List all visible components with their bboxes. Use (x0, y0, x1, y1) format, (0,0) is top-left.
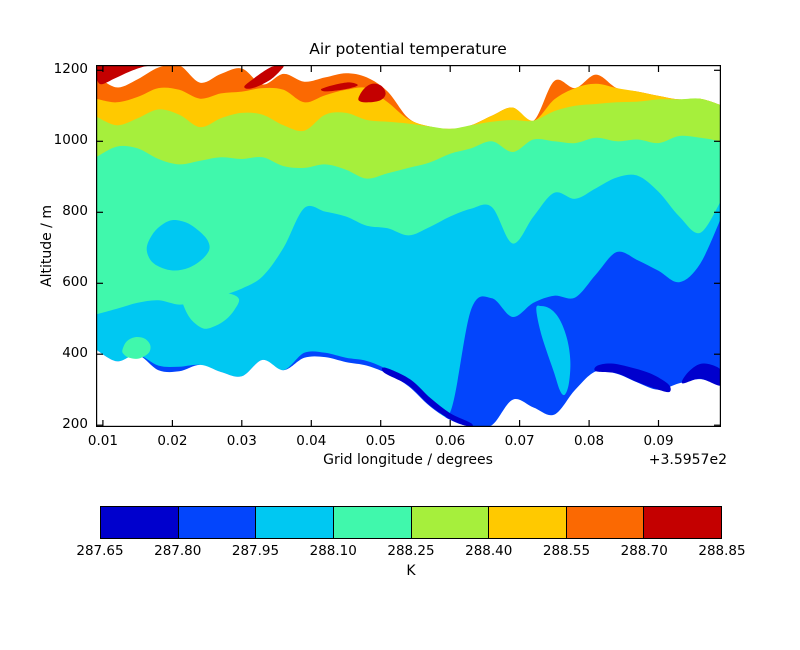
y-tick-label-200: 200 (62, 416, 88, 433)
colorbar-tick-label-288.70: 288.70 (620, 543, 668, 559)
contour-patch-navy-sliver-bottom (381, 367, 473, 427)
y-tick-label-800: 800 (62, 203, 88, 220)
colorbar-tick-label-287.80: 287.80 (154, 543, 202, 559)
x-tick-label-0.07: 0.07 (504, 433, 535, 449)
x-axis-offset-text: +3.5957e2 (648, 452, 727, 468)
colorbar-segment-3 (332, 507, 411, 538)
x-tick-label-0.05: 0.05 (365, 433, 396, 449)
colorbar-segment-5 (488, 507, 566, 538)
colorbar-segment-4 (410, 507, 489, 538)
contour-patch-red-patch-4 (358, 83, 386, 103)
contour-patch-cyan-finger (536, 305, 571, 396)
axes-frame (96, 65, 721, 427)
x-axis-label: Grid longitude / degrees (323, 452, 493, 468)
contour-bottom-white-region (96, 349, 721, 427)
colorbar-segment-6 (565, 507, 644, 538)
contour-patch-red-patch-topleft (96, 65, 154, 85)
plot-title: Air potential temperature (309, 40, 507, 58)
colorbar-segment-2 (255, 507, 333, 538)
colorbar-tick-label-287.65: 287.65 (76, 543, 124, 559)
colorbar-segment-1 (177, 507, 256, 538)
y-tick-label-400: 400 (62, 345, 88, 362)
contour-patch-turquoise-tongue (181, 292, 240, 329)
colorbar-tick-label-288.40: 288.40 (465, 543, 513, 559)
colorbar-segment-7 (643, 507, 721, 538)
x-tick-label-0.02: 0.02 (157, 433, 188, 449)
contour-patch-cyan-island (146, 219, 210, 271)
x-tick-label-0.09: 0.09 (643, 433, 674, 449)
x-tick-label-0.03: 0.03 (226, 433, 257, 449)
contour-patch-navy-wedge-corner (681, 363, 721, 386)
colorbar-tick-label-288.85: 288.85 (698, 543, 746, 559)
colorbar-segment-0 (101, 507, 178, 538)
contour-plot (96, 65, 721, 427)
contour-patch-red-patch-3 (320, 82, 358, 92)
x-tick-label-0.04: 0.04 (296, 433, 327, 449)
x-tick-label-0.01: 0.01 (87, 433, 118, 449)
contour-patch-turquoise-blob-bottomleft (122, 337, 151, 359)
contour-patch-red-patch-2 (244, 65, 284, 89)
colorbar-tick-label-288.25: 288.25 (387, 543, 435, 559)
colorbar-tick-label-288.10: 288.10 (309, 543, 357, 559)
colorbar-unit-label: K (406, 563, 416, 579)
y-tick-label-1000: 1000 (53, 132, 88, 149)
colorbar (100, 506, 722, 539)
x-tick-label-0.06: 0.06 (435, 433, 466, 449)
colorbar-tick-label-287.95: 287.95 (231, 543, 280, 559)
x-tick-label-0.08: 0.08 (574, 433, 605, 449)
y-tick-label-1200: 1200 (53, 61, 88, 78)
contour-patch-navy-band-right (594, 363, 671, 393)
y-tick-label-600: 600 (62, 274, 88, 291)
colorbar-tick-label-288.55: 288.55 (542, 543, 591, 559)
